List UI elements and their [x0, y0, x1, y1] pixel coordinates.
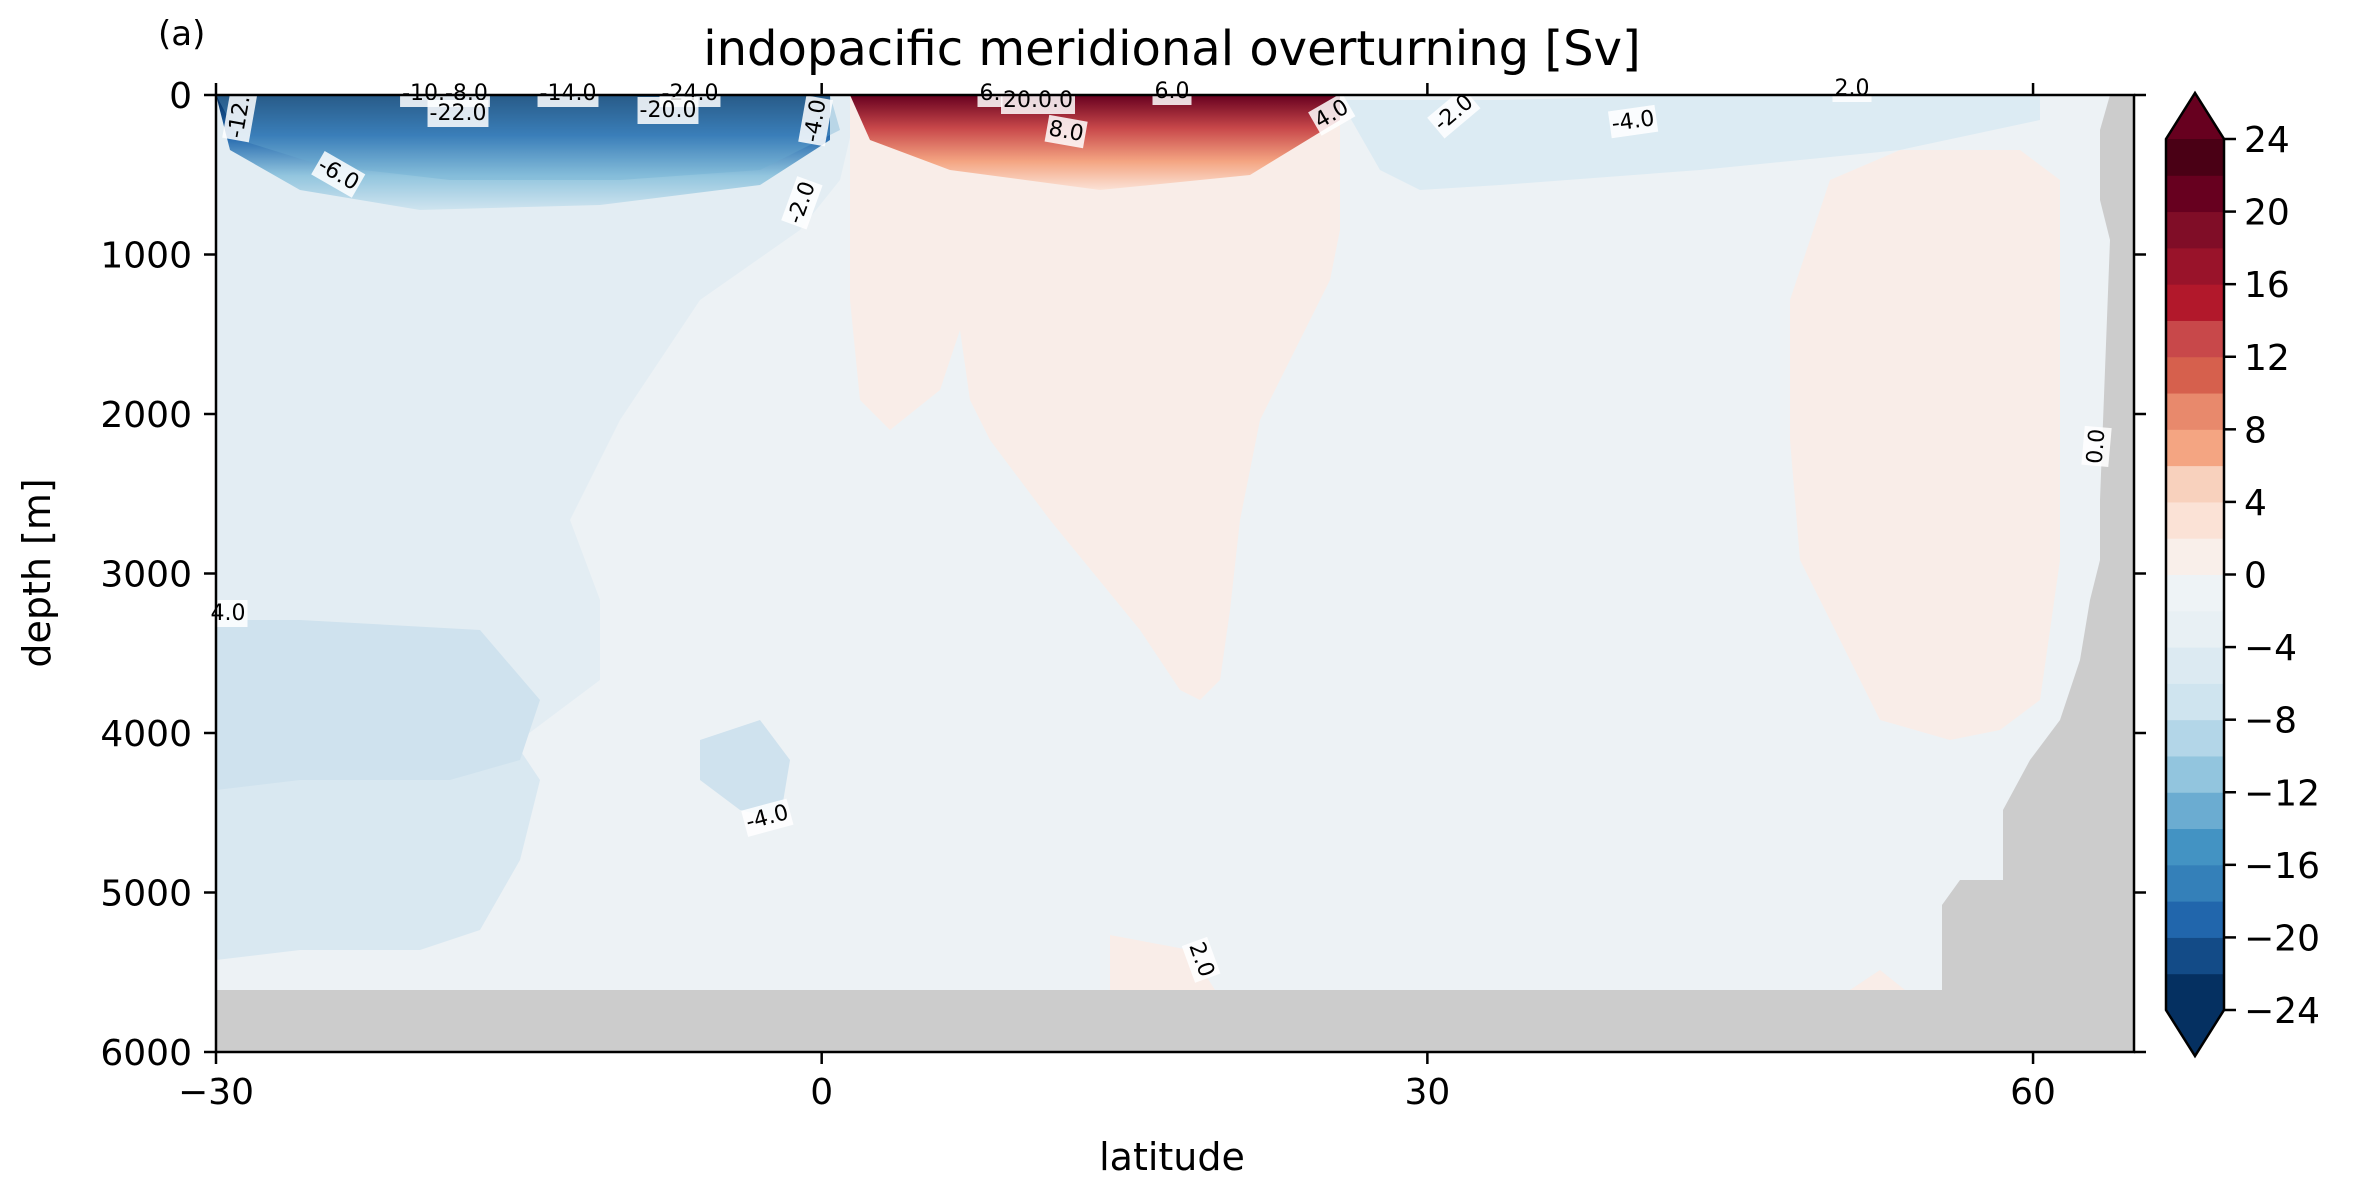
contour-fill: [216, 620, 540, 790]
colorbar-bin: [2166, 574, 2224, 612]
plot-area: [216, 95, 2134, 1052]
colorbar-bin: [2166, 864, 2224, 902]
panel-label: (a): [158, 14, 205, 54]
colorbar-bin: [2166, 683, 2224, 721]
contour-label: 6.: [980, 81, 1001, 106]
contour-label-bg: [1427, 87, 1481, 139]
y-tick-label: 2000: [100, 395, 192, 436]
colorbar-tick-label: 16: [2244, 265, 2290, 306]
contour-label: 8.0: [1047, 116, 1086, 147]
colorbar-extend-max: [2166, 93, 2224, 139]
x-axis-label: latitude: [1099, 1135, 1245, 1179]
contour-label-bg: [781, 176, 823, 230]
contour-fill: [1340, 95, 2040, 190]
contour-label: -4.0: [1610, 106, 1656, 137]
colorbar-bin: [2166, 538, 2224, 575]
colorbar-bin: [2166, 828, 2224, 866]
colorbar-extend-min: [2166, 1010, 2224, 1056]
colorbar-bin: [2166, 356, 2224, 394]
colorbar-bin: [2166, 175, 2224, 213]
colorbar-tick-label: −12: [2244, 773, 2320, 814]
colorbar-bin: [2166, 465, 2224, 503]
colorbar-bin: [2166, 211, 2224, 249]
contour-fill: [1790, 150, 2060, 740]
contour-fill: [850, 95, 1340, 190]
colorbar-bin: [2166, 247, 2224, 285]
y-tick-label: 0: [169, 76, 192, 117]
colorbar-bin: [2166, 139, 2224, 176]
contour-label-bg: [977, 80, 1003, 107]
colorbar-tick-label: 12: [2244, 338, 2290, 379]
contour-label: 2.0: [1835, 76, 1870, 101]
contour-label: 0.0: [2083, 428, 2111, 465]
contour-fill: [216, 95, 860, 740]
x-tick-label: −30: [178, 1072, 254, 1113]
colorbar-bin: [2166, 901, 2224, 938]
colorbar-bin: [2166, 320, 2224, 358]
x-tick-label: 0: [810, 1072, 833, 1113]
colorbar-bin: [2166, 393, 2224, 430]
colorbar-bin: [2166, 719, 2224, 757]
contour-label-bg: [222, 91, 257, 143]
colorbar-bin: [2166, 973, 2224, 1011]
colorbar-bin: [2166, 937, 2224, 975]
contour-label-bg: [741, 798, 794, 837]
contour-label-bg: [1181, 936, 1221, 983]
y-axis-label: depth [m]: [15, 478, 59, 667]
colorbar-tick-label: 8: [2244, 410, 2267, 451]
x-tick-label: 30: [1404, 1072, 1450, 1113]
colorbar-tick-label: −4: [2244, 628, 2297, 669]
chart-title: indopacific meridional overturning [Sv]: [703, 21, 1640, 77]
contour-label-bg: [1607, 104, 1659, 139]
contour-label-bg: [2081, 425, 2112, 468]
contour-label-bg: [1832, 75, 1872, 102]
x-axis: −30 0 30 60: [178, 83, 2056, 1113]
colorbar-bin: [2166, 792, 2224, 830]
y-tick-label: 1000: [100, 236, 192, 277]
y-axis: 0 1000 2000 3000 4000 5000 6000: [100, 76, 2146, 1074]
contour-fill: [1110, 935, 1215, 990]
colorbar-tick-label: 0: [2244, 556, 2267, 597]
contour-label-bg: [311, 150, 366, 198]
contour-label-bg: [427, 100, 489, 127]
y-tick-label: 6000: [100, 1033, 192, 1074]
colorbar-bin: [2166, 647, 2224, 684]
contour-label: 6.0: [1155, 79, 1190, 104]
colorbar-bin: [2166, 501, 2224, 539]
colorbar-bin: [2166, 610, 2224, 648]
y-tick-label: 5000: [100, 874, 192, 915]
colorbar-tick-label: 24: [2244, 120, 2290, 161]
contour-label-bg: [537, 80, 599, 107]
contour-label-bg: [1001, 87, 1075, 114]
colorbar-tick-label: −20: [2244, 918, 2320, 959]
colorbar-tick-label: 20: [2244, 193, 2290, 234]
contour-label-bg: [1152, 78, 1192, 105]
colorbar-bin: [2166, 755, 2224, 793]
contour-label-bg: [1044, 114, 1088, 149]
contour-label: -20.0: [640, 98, 697, 123]
colorbar-tick-label: −16: [2244, 846, 2320, 887]
colorbar-tick-label: −24: [2244, 991, 2320, 1032]
contour-label-bg: [1308, 92, 1356, 136]
colorbar-bin: [2166, 429, 2224, 467]
land-mask: [216, 95, 2134, 1052]
contour-label-bg: [798, 95, 833, 147]
x-tick-label: 60: [2010, 1072, 2056, 1113]
y-tick-label: 3000: [100, 555, 192, 596]
colorbar: 24 20 16 12 8 4 0 −4 −8 −12 −16 −20 −24: [2164, 90, 2320, 1059]
contour-label: -14.0: [540, 81, 597, 106]
contour-label: -22.0: [430, 101, 487, 126]
contour-label-bg: [637, 97, 699, 124]
y-tick-label: 4000: [100, 714, 192, 755]
contour-label: 20.0.0: [1003, 88, 1073, 113]
colorbar-tick-label: −8: [2244, 701, 2297, 742]
contour-fill: [850, 95, 1340, 700]
contour-fill: [700, 720, 790, 820]
colorbar-bin: [2166, 284, 2224, 321]
contour-fill: [1850, 970, 1905, 990]
colorbar-tick-label: 4: [2244, 483, 2267, 524]
